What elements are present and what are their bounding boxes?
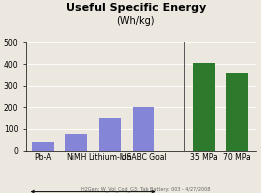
Text: Useful Specific Energy: Useful Specific Energy xyxy=(66,3,206,13)
Bar xyxy=(133,107,154,151)
Bar xyxy=(227,73,248,151)
Bar xyxy=(66,134,87,151)
Bar xyxy=(99,118,121,151)
Text: (Wh/kg): (Wh/kg) xyxy=(116,16,155,26)
Bar xyxy=(32,142,54,151)
Bar xyxy=(193,63,215,151)
Text: H2Gen: W_Vol_Cod_G3: Tab Battery: 003 - 4/27/2008: H2Gen: W_Vol_Cod_G3: Tab Battery: 003 - … xyxy=(81,186,211,192)
